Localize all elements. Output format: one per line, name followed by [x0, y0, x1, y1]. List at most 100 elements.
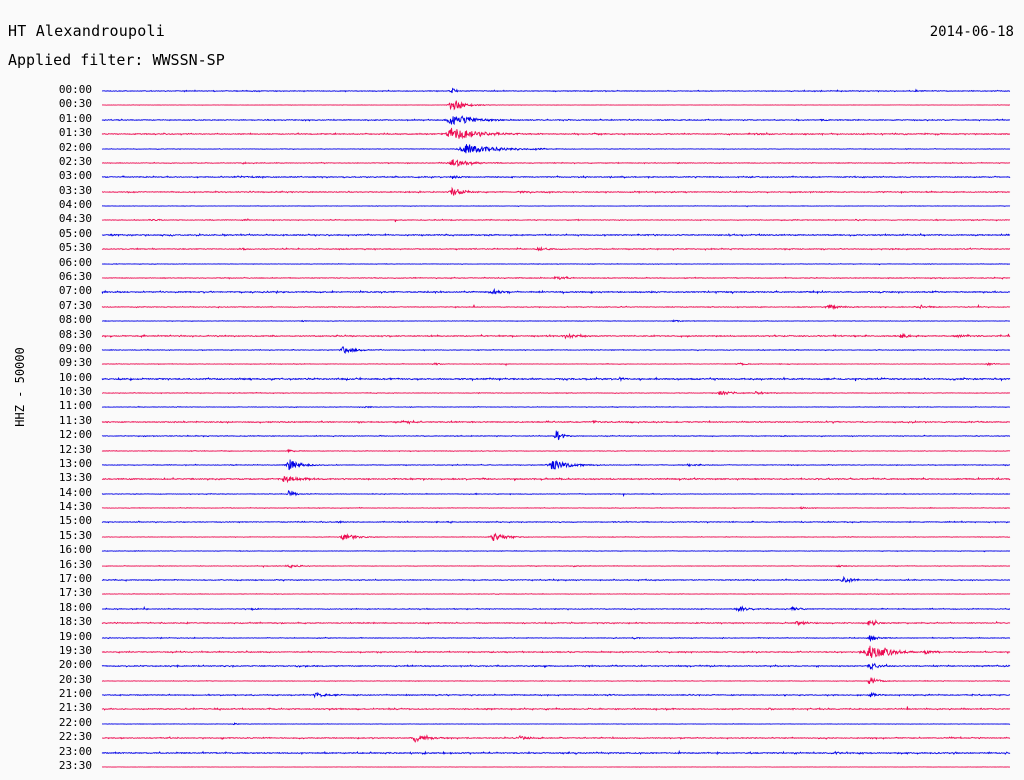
helicorder-row: 19:00	[0, 629, 1024, 645]
helicorder-row: 16:00	[0, 543, 1024, 558]
helicorder-row: 02:30	[0, 154, 1024, 170]
helicorder-row: 22:00	[0, 715, 1024, 731]
row-time-label: 09:30	[58, 356, 92, 370]
row-time-label: 13:00	[58, 456, 92, 470]
helicorder-row: 05:30	[0, 241, 1024, 256]
seismic-trace	[100, 515, 1012, 529]
row-time-label: 17:30	[58, 586, 92, 600]
seismic-trace	[100, 113, 1012, 127]
row-time-label: 07:00	[58, 284, 92, 298]
seismic-trace	[100, 501, 1012, 515]
row-time-label: 08:30	[58, 327, 92, 341]
helicorder-row: 01:30	[0, 126, 1024, 141]
seismic-trace	[100, 400, 1012, 414]
row-time-label: 05:30	[58, 241, 92, 255]
row-time-label: 00:00	[58, 83, 92, 96]
row-time-label: 06:30	[58, 269, 92, 283]
row-time-label: 21:00	[58, 687, 92, 701]
seismic-trace	[100, 415, 1012, 429]
helicorder-row: 06:00	[0, 256, 1024, 271]
seismic-trace	[100, 84, 1012, 98]
helicorder-row: 19:30	[0, 644, 1024, 659]
row-time-label: 20:00	[58, 658, 92, 672]
seismic-trace	[100, 559, 1012, 573]
helicorder-row: 13:00	[0, 456, 1024, 472]
helicorder-row: 17:00	[0, 572, 1024, 587]
seismic-trace	[100, 343, 1012, 357]
seismic-trace	[100, 142, 1012, 156]
row-time-label: 01:30	[58, 126, 92, 140]
seismic-trace	[100, 357, 1012, 371]
row-time-label: 22:00	[58, 715, 92, 729]
seismic-trace	[100, 602, 1012, 616]
helicorder-row: 20:00	[0, 658, 1024, 673]
row-time-label: 14:30	[58, 500, 92, 514]
row-time-label: 03:00	[58, 169, 92, 183]
seismic-trace	[100, 170, 1012, 184]
row-time-label: 01:00	[58, 111, 92, 125]
row-time-label: 18:00	[58, 600, 92, 614]
seismic-trace	[100, 674, 1012, 688]
row-time-label: 09:00	[58, 341, 92, 355]
helicorder-row: 06:30	[0, 269, 1024, 285]
helicorder-row: 03:00	[0, 169, 1024, 184]
row-time-label: 21:30	[58, 701, 92, 715]
record-date: 2014-06-18	[929, 24, 1014, 40]
helicorder-row: 03:30	[0, 183, 1024, 199]
seismic-trace	[100, 458, 1012, 472]
seismic-trace	[100, 616, 1012, 630]
seismic-trace	[100, 372, 1012, 386]
row-time-label: 10:00	[58, 370, 92, 384]
helicorder-row: 23:00	[0, 744, 1024, 760]
row-time-label: 07:30	[58, 298, 92, 312]
row-time-label: 02:30	[58, 154, 92, 168]
seismic-trace	[100, 731, 1012, 745]
seismic-trace	[100, 386, 1012, 400]
helicorder-row: 20:30	[0, 673, 1024, 688]
helicorder-row: 02:00	[0, 141, 1024, 156]
helicorder-row: 14:30	[0, 500, 1024, 515]
row-time-label: 03:30	[58, 183, 92, 197]
seismic-trace	[100, 544, 1012, 558]
helicorder-row: 18:30	[0, 615, 1024, 630]
row-time-label: 19:00	[58, 629, 92, 643]
seismic-trace	[100, 213, 1012, 227]
row-time-label: 12:00	[58, 428, 92, 442]
row-time-label: 04:00	[58, 198, 92, 212]
row-time-label: 23:30	[58, 759, 92, 772]
row-time-label: 10:30	[58, 385, 92, 399]
helicorder-row: 22:30	[0, 730, 1024, 745]
row-time-label: 23:00	[58, 744, 92, 758]
seismic-trace	[100, 444, 1012, 458]
seismic-trace	[100, 688, 1012, 702]
helicorder-row: 09:00	[0, 341, 1024, 357]
seismic-trace	[100, 314, 1012, 328]
helicorder-row: 04:00	[0, 198, 1024, 213]
helicorder-row: 00:00	[0, 83, 1024, 98]
seismic-trace	[100, 127, 1012, 141]
row-time-label: 05:00	[58, 226, 92, 240]
helicorder-row: 00:30	[0, 97, 1024, 112]
seismic-trace	[100, 271, 1012, 285]
seismic-trace	[100, 285, 1012, 299]
helicorder-row: 11:00	[0, 399, 1024, 414]
helicorder-row: 12:00	[0, 428, 1024, 443]
helicorder-row: 07:30	[0, 298, 1024, 314]
row-time-label: 11:00	[58, 399, 92, 413]
row-time-label: 13:30	[58, 471, 92, 485]
row-time-label: 18:30	[58, 615, 92, 629]
seismic-trace	[100, 185, 1012, 199]
seismic-trace	[100, 429, 1012, 443]
seismic-trace	[100, 242, 1012, 256]
helicorder-row: 08:30	[0, 327, 1024, 343]
seismic-trace	[100, 156, 1012, 170]
row-time-label: 15:30	[58, 528, 92, 542]
row-time-label: 22:30	[58, 730, 92, 744]
row-time-label: 08:00	[58, 313, 92, 327]
helicorder-row: 08:00	[0, 313, 1024, 328]
helicorder-row: 07:00	[0, 284, 1024, 299]
seismic-trace	[100, 199, 1012, 213]
helicorder-plot: 00:00 00:30 01:00 01:30 02:00 02:30 03:00 03:30…	[0, 78, 1024, 778]
helicorder-row: 09:30	[0, 356, 1024, 371]
page-title: HT Alexandroupoli	[8, 22, 165, 40]
